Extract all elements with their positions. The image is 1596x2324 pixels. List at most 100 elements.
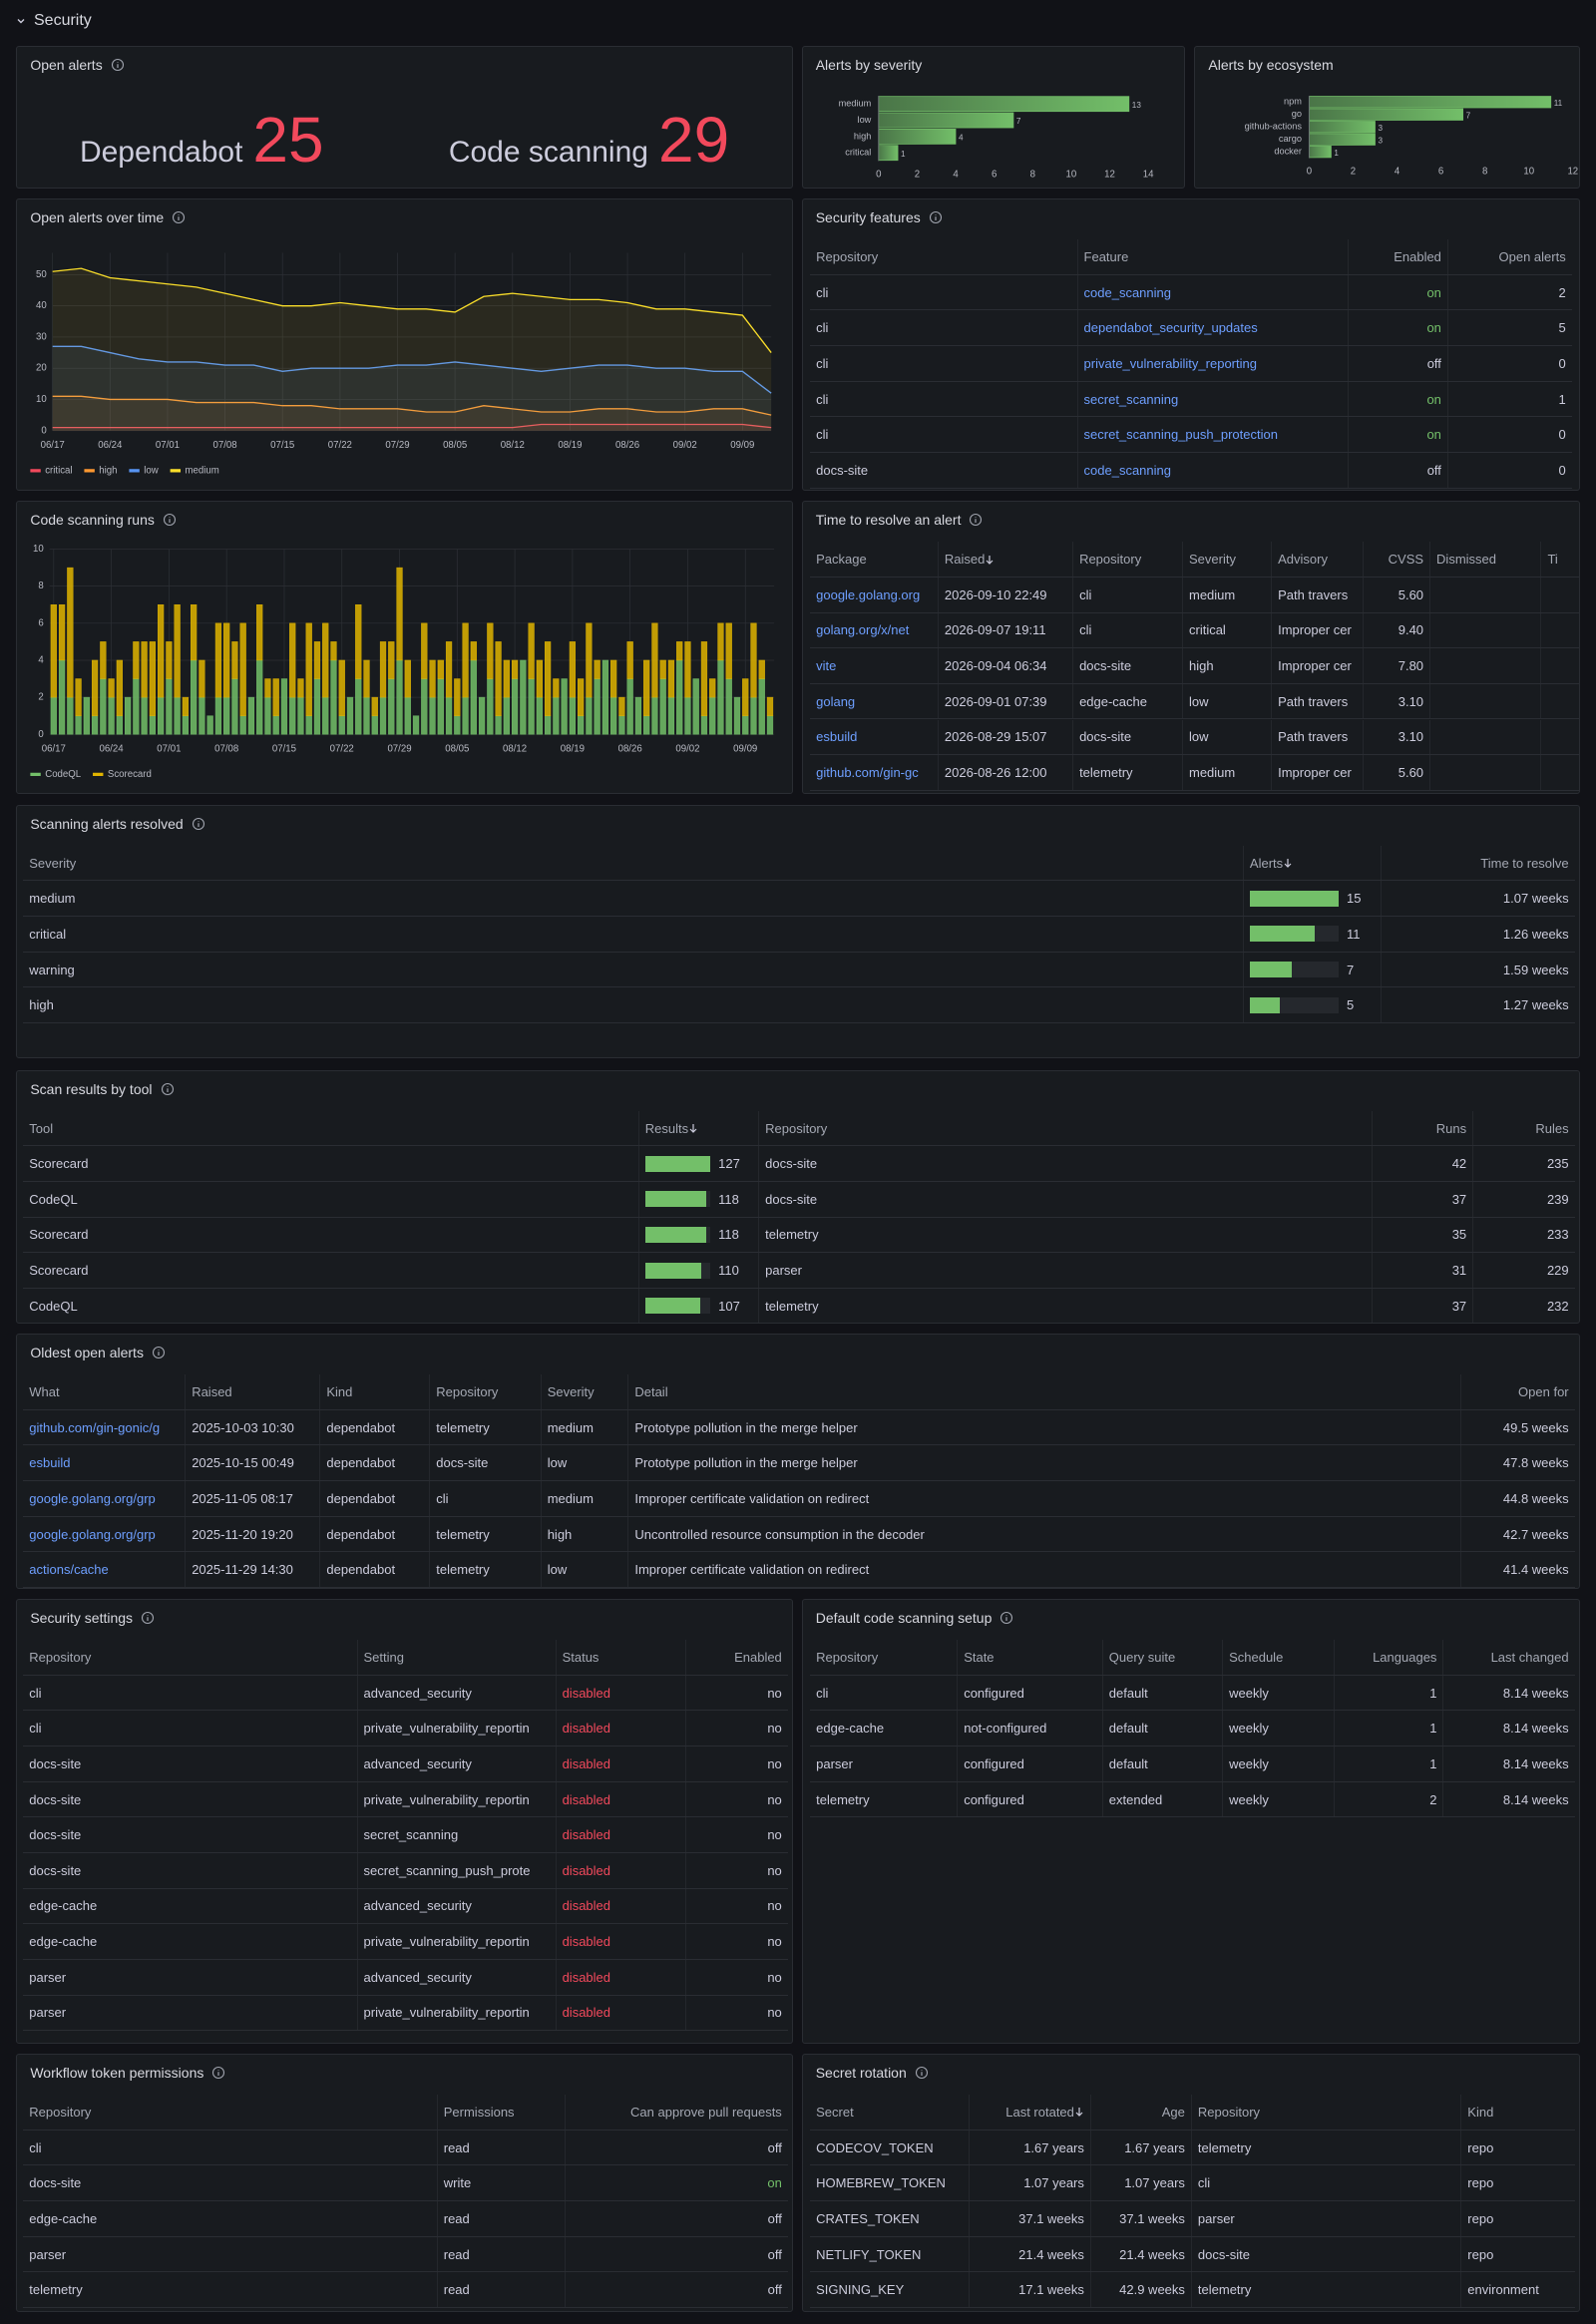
table-cell: docs-site [810, 453, 1076, 488]
y-tick-label: 10 [33, 544, 44, 555]
bar-segment [462, 696, 470, 735]
table-cell: telemetry [758, 1288, 1372, 1323]
column-header: Results [644, 1120, 689, 1136]
bar-segment [272, 678, 280, 717]
sort-icon [986, 555, 994, 565]
cell-text: private_vulnerability_reportin [363, 1934, 530, 1950]
table-row: parser configured default weekly 1 8.14 weeks [810, 1746, 1575, 1782]
cell-text: configured [964, 1755, 1024, 1771]
bar-segment [117, 715, 124, 735]
x-tick-label: 08/19 [561, 744, 585, 755]
table-cell [1540, 612, 1578, 648]
bar-segment [471, 659, 478, 735]
bar [878, 129, 957, 145]
cell-text: disabled [562, 1934, 611, 1950]
info-icon [141, 1611, 155, 1625]
x-tick-label: 6 [1438, 166, 1443, 177]
header-cell: Status [555, 1640, 686, 1675]
y-tick-label: 0 [39, 729, 44, 740]
table-cell: low [540, 1445, 628, 1481]
table-cell: CodeQL [23, 1289, 638, 1323]
cell-text: secret_scanning_push_prote [363, 1862, 531, 1878]
x-tick-label: 14 [1142, 169, 1153, 180]
table-cell: advanced_security [356, 1746, 556, 1781]
table-cell [1429, 755, 1540, 790]
bar-segment [479, 696, 486, 735]
legend-label: Scorecard [108, 769, 152, 780]
header-cell: Last rotated [969, 2095, 1090, 2130]
x-tick-label: 07/22 [330, 744, 354, 755]
category-label: medium [838, 99, 871, 109]
cell-text: 9.40 [1397, 622, 1424, 638]
cell-text: no [767, 1862, 782, 1878]
table-cell: 233 [1472, 1217, 1575, 1253]
table-cell: docs-site [23, 1782, 356, 1817]
y-tick-label: 6 [39, 617, 44, 628]
bar-segment [371, 715, 379, 735]
gauge-track [1249, 926, 1340, 943]
table-cell: actions/cache [23, 1552, 185, 1587]
table-cell: 5.60 [1363, 577, 1429, 612]
table-cell: dependabot [319, 1552, 429, 1588]
cell-text: weekly [1229, 1791, 1269, 1807]
table-cell: 1.67 years [1089, 2130, 1191, 2165]
x-tick-label: 06/24 [100, 744, 125, 755]
table-cell: vite [810, 648, 938, 683]
cell-text: disabled [562, 1791, 611, 1807]
column-header: Severity [29, 855, 77, 871]
table-cell: 118 [637, 1217, 758, 1253]
bar-segment [446, 696, 453, 735]
bar-segment [371, 696, 379, 717]
bar-segment [338, 715, 346, 735]
cell-text: on [1426, 391, 1441, 407]
table-row: cli secret_scanning_push_protection on 0 [810, 417, 1572, 454]
bar-segment [92, 659, 99, 717]
table-cell: 37.1 weeks [1089, 2201, 1191, 2236]
cell-text: extended [1108, 1791, 1163, 1807]
info-circle [212, 2066, 225, 2080]
table-row: golang 2026-09-01 07:39 edge-cache low Path … [810, 683, 1579, 720]
value-label: 11 [1554, 99, 1563, 108]
table-cell [1429, 683, 1540, 719]
table-cell: 1.59 weeks [1381, 952, 1575, 987]
y-tick-label: 50 [36, 269, 47, 280]
cell-text: 31 [1451, 1263, 1467, 1279]
cell-text: 8.14 weeks [1502, 1721, 1569, 1737]
table-cell: 2026-08-26 12:00 [937, 755, 1072, 790]
bar [1309, 96, 1552, 109]
cell-text: cli [29, 1721, 42, 1737]
bar-segment [528, 678, 536, 735]
bar-segment [297, 696, 304, 735]
table-cell: edge-cache [810, 1711, 957, 1745]
table-cell: Scorecard [23, 1253, 638, 1288]
table-cell: edge-cache [23, 2201, 436, 2236]
gauge-bar [644, 1298, 700, 1315]
column-header: Repository [765, 1120, 828, 1136]
table-cell: cli [23, 1676, 356, 1711]
header-cell: Repository [1190, 2095, 1460, 2130]
bar-segment [520, 659, 527, 735]
cell-text: 44.8 weeks [1502, 1490, 1569, 1506]
info-icon [1000, 1611, 1013, 1625]
cell-text: esbuild [29, 1455, 71, 1471]
header-cell: CVSS [1363, 542, 1429, 577]
table-cell: no [685, 1888, 788, 1924]
info-circle [141, 1611, 155, 1625]
gauge-track [644, 1155, 711, 1172]
bar-segment [553, 678, 560, 698]
column-header: Dismissed [1436, 552, 1497, 568]
panel-title: Alerts by severity [815, 57, 923, 74]
table-cell: CodeQL [23, 1182, 638, 1217]
gauge-track [1249, 962, 1340, 978]
section-header[interactable]: Security [16, 12, 92, 30]
cell-text: google.golang.org/grp [29, 1490, 156, 1506]
column-header: Repository [1197, 2104, 1261, 2120]
bar-segment [495, 641, 503, 717]
cell-text: off [767, 2246, 782, 2262]
table-row: golang.org/x/net 2026-09-07 19:11 cli criti… [810, 612, 1579, 649]
column-header: Severity [547, 1383, 595, 1399]
table-cell: Scorecard [23, 1146, 638, 1181]
column-header: Raised [192, 1383, 232, 1399]
bar-segment [586, 622, 593, 698]
sort-arrow [1284, 859, 1292, 868]
